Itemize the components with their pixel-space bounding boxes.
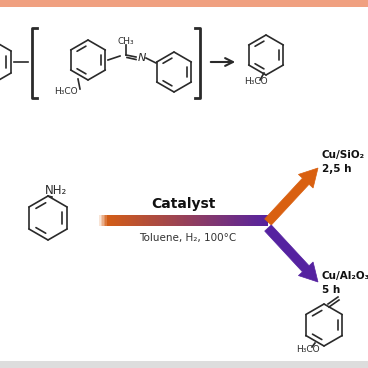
Text: Cu/Al₂O₃
5 h: Cu/Al₂O₃ 5 h — [322, 272, 368, 295]
FancyBboxPatch shape — [0, 361, 368, 368]
Text: Cu/SiO₂
2,5 h: Cu/SiO₂ 2,5 h — [322, 151, 365, 174]
Text: Catalyst: Catalyst — [151, 197, 215, 211]
Text: CH₃: CH₃ — [118, 36, 134, 46]
Text: NH₂: NH₂ — [45, 184, 67, 197]
Polygon shape — [265, 168, 318, 225]
Text: Toluene, H₂, 100°C: Toluene, H₂, 100°C — [139, 233, 237, 243]
Text: H₃CO: H₃CO — [244, 78, 268, 86]
Text: H₃CO: H₃CO — [296, 344, 320, 354]
FancyBboxPatch shape — [0, 0, 368, 7]
Polygon shape — [265, 225, 318, 282]
Text: N: N — [138, 53, 146, 63]
Text: H₃CO: H₃CO — [54, 88, 78, 96]
